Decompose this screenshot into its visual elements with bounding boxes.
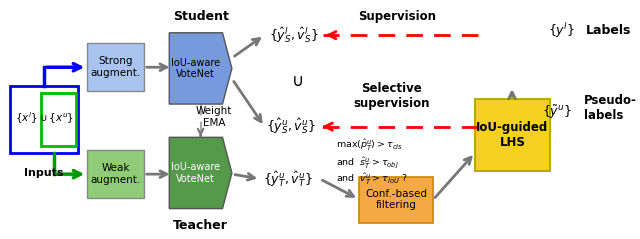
Text: Pseudo-
labels: Pseudo- labels: [584, 94, 637, 122]
Text: IoU-aware
VoteNet: IoU-aware VoteNet: [172, 162, 220, 184]
Text: $\{\tilde{y}^u\}$: $\{\tilde{y}^u\}$: [542, 104, 572, 121]
Text: Conf.-based
filtering: Conf.-based filtering: [365, 189, 427, 211]
FancyBboxPatch shape: [41, 93, 76, 146]
Text: Supervision: Supervision: [358, 10, 436, 23]
FancyBboxPatch shape: [10, 86, 78, 153]
Text: Strong
augment.: Strong augment.: [90, 56, 141, 78]
FancyBboxPatch shape: [87, 150, 144, 198]
Text: $\{\hat{y}^u_S, \hat{v}^u_S\}$: $\{\hat{y}^u_S, \hat{v}^u_S\}$: [266, 117, 316, 136]
Text: Weak
augment.: Weak augment.: [90, 163, 141, 185]
Text: $\{\hat{y}^u_T, \hat{v}^u_T\}$: $\{\hat{y}^u_T, \hat{v}^u_T\}$: [264, 169, 313, 189]
Text: Selective
supervision: Selective supervision: [353, 82, 429, 110]
Text: $\max(\hat{p}^u_T) > \tau_{cls}$
and  $\hat{s}^u_T > \tau_{obj}$
and  $\hat{v}^u: $\max(\hat{p}^u_T) > \tau_{cls}$ and $\h…: [336, 138, 408, 187]
FancyBboxPatch shape: [358, 177, 433, 223]
Text: Labels: Labels: [586, 24, 631, 37]
Text: Student: Student: [173, 10, 228, 23]
Text: Weight
EMA: Weight EMA: [196, 106, 232, 128]
Text: $\{x^l\} \cup \{x^u\}$: $\{x^l\} \cup \{x^u\}$: [15, 110, 74, 126]
Text: Teacher: Teacher: [173, 219, 228, 232]
Polygon shape: [169, 137, 232, 209]
Text: Inputs: Inputs: [24, 168, 64, 178]
Text: $\{y^l\}$: $\{y^l\}$: [548, 21, 575, 40]
FancyBboxPatch shape: [475, 99, 550, 171]
Polygon shape: [169, 33, 232, 104]
FancyBboxPatch shape: [87, 43, 144, 91]
Text: IoU-aware
VoteNet: IoU-aware VoteNet: [172, 58, 220, 79]
Text: $\{\hat{y}^l_S, \hat{v}^l_S\}$: $\{\hat{y}^l_S, \hat{v}^l_S\}$: [269, 25, 319, 45]
Text: IoU-guided
LHS: IoU-guided LHS: [476, 121, 548, 149]
Text: $\cup$: $\cup$: [291, 72, 303, 91]
